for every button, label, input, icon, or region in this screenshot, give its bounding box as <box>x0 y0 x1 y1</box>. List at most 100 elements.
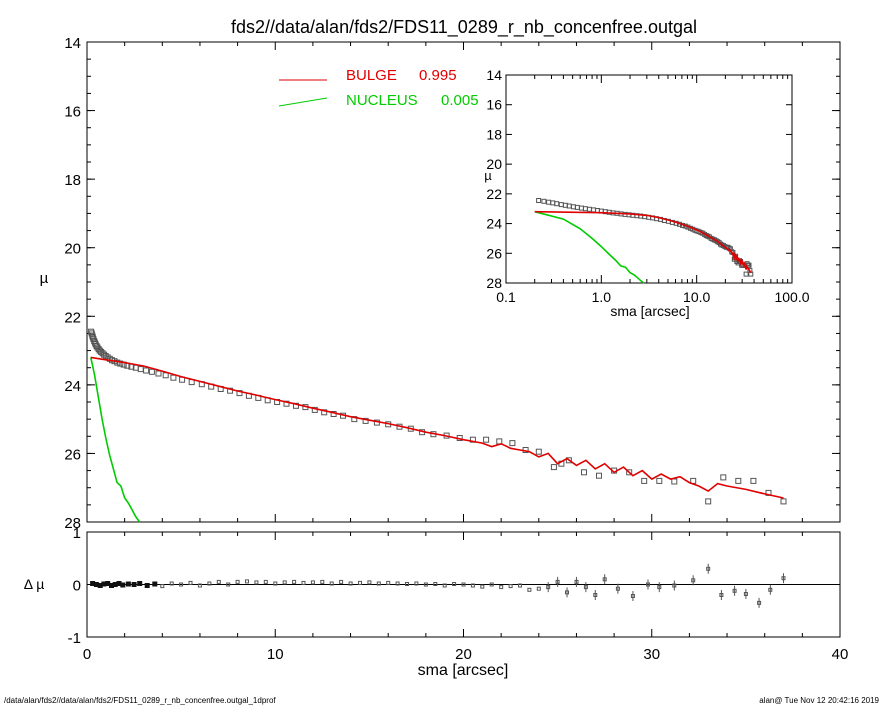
residual-point <box>273 581 278 586</box>
residual-point <box>414 581 419 586</box>
residual-point <box>188 580 193 585</box>
data-point <box>155 370 162 377</box>
data-point <box>581 469 587 476</box>
residual-plot: 10-1 0 10 20 30 40 Δ µ sma [arcsec] <box>24 525 849 679</box>
data-point <box>162 372 169 379</box>
chart-title: fds2//data/alan/fds2/FDS11_0289_r_nb_con… <box>231 17 697 38</box>
main-y-tick-label: 20 <box>64 241 81 258</box>
residual-point <box>583 585 588 590</box>
data-point <box>283 400 290 407</box>
x-tick-label: 10 <box>267 646 284 663</box>
residual-point <box>263 579 268 584</box>
inset-data-point <box>554 201 560 207</box>
residual-point <box>329 581 334 586</box>
residual-point <box>216 579 221 584</box>
residual-y-tick-label: 0 <box>73 578 81 595</box>
residual-point <box>743 592 748 596</box>
data-point <box>626 469 633 476</box>
data-point <box>671 478 678 485</box>
data-point <box>735 477 742 484</box>
residual-point <box>179 582 184 587</box>
data-point <box>509 440 516 447</box>
data-point <box>550 464 557 471</box>
inset-x-tick-label: 100.0 <box>774 289 809 305</box>
residual-point <box>706 566 711 571</box>
legend-bulge-label: BULGE <box>346 67 397 84</box>
residual-point <box>574 579 579 584</box>
residual-point <box>565 590 569 595</box>
residual-point <box>144 583 150 588</box>
main-y-tick-label: 16 <box>64 104 81 121</box>
data-point <box>780 498 787 505</box>
legend-bulge-value: 0.995 <box>419 67 457 84</box>
inset-y-tick-label: 22 <box>486 186 502 202</box>
residual-point <box>768 587 773 592</box>
residual-x-ticks: 0 10 20 30 40 <box>83 532 849 663</box>
footer-file-path: /data/alan/fds2//data/alan/fds2/FDS11_02… <box>4 696 276 705</box>
main-y-axis-label: µ <box>40 270 49 287</box>
inset-y-tick-label: 14 <box>486 67 502 83</box>
inset-data-point <box>541 198 547 204</box>
main-x-ticks <box>86 42 841 522</box>
residual-point <box>691 578 696 583</box>
residual-point <box>226 582 231 587</box>
residual-point <box>235 579 240 584</box>
residual-point <box>470 583 475 588</box>
residual-point <box>757 600 762 605</box>
data-point <box>321 409 328 416</box>
data-point <box>148 368 155 375</box>
residual-point <box>672 583 677 588</box>
residual-point <box>169 581 174 586</box>
residual-point <box>131 582 137 587</box>
footer-timestamp: alan@ Tue Nov 12 20:42:16 2019 <box>759 696 879 705</box>
inset-x-tick-label: 10.0 <box>683 289 710 305</box>
main-y-tick-label: 22 <box>64 309 81 326</box>
residual-point <box>461 582 466 587</box>
main-plot: 14 16 18 20 22 24 26 28 µ <box>40 35 841 532</box>
residual-point <box>358 580 362 585</box>
residual-point <box>405 582 409 586</box>
x-tick-label: 30 <box>643 646 660 663</box>
data-point <box>565 457 572 464</box>
residual-point <box>657 585 662 590</box>
legend: BULGE 0.995 NUCLEUS 0.005 <box>278 67 479 109</box>
inset-y-tick-label: 24 <box>486 216 502 232</box>
residual-point <box>137 581 143 586</box>
residual-point <box>546 585 551 590</box>
x-tick-label: 20 <box>455 646 472 663</box>
x-axis-label: sma [arcsec] <box>418 662 509 679</box>
data-point <box>117 360 124 367</box>
inset-data-point <box>536 198 542 203</box>
residual-y-axis-label: Δ µ <box>24 576 45 592</box>
inset-bulge-line <box>534 210 752 274</box>
main-y-tick-label: 18 <box>64 172 81 189</box>
inset-y-ticks: 14 16 18 20 22 24 26 28 <box>486 67 792 291</box>
residual-point <box>120 582 126 588</box>
residual-point <box>489 582 494 587</box>
main-y-ticks: 14 16 18 20 22 24 26 28 <box>64 35 840 532</box>
data-point <box>227 387 234 394</box>
inset-nucleus-series <box>534 210 645 284</box>
residual-point <box>781 576 786 581</box>
residual-point <box>602 577 607 582</box>
inset-data-point <box>743 271 749 277</box>
legend-nucleus-label: NUCLEUS <box>346 92 418 109</box>
residual-point <box>348 581 353 586</box>
residual-point <box>732 588 737 593</box>
residual-point <box>442 583 447 588</box>
data-point <box>137 366 144 373</box>
data-point <box>720 474 727 481</box>
residual-point <box>593 593 598 597</box>
inset-data-point <box>746 262 752 268</box>
residual-point <box>630 594 635 598</box>
data-point <box>535 448 542 455</box>
main-y-tick-label: 14 <box>64 35 81 52</box>
data-point <box>170 374 177 381</box>
x-tick-label: 40 <box>832 646 849 663</box>
data-point <box>293 402 299 409</box>
inset-y-tick-label: 28 <box>486 275 502 291</box>
residual-point <box>367 580 372 585</box>
inset-y-tick-label: 18 <box>486 126 502 142</box>
residual-point <box>527 587 532 592</box>
